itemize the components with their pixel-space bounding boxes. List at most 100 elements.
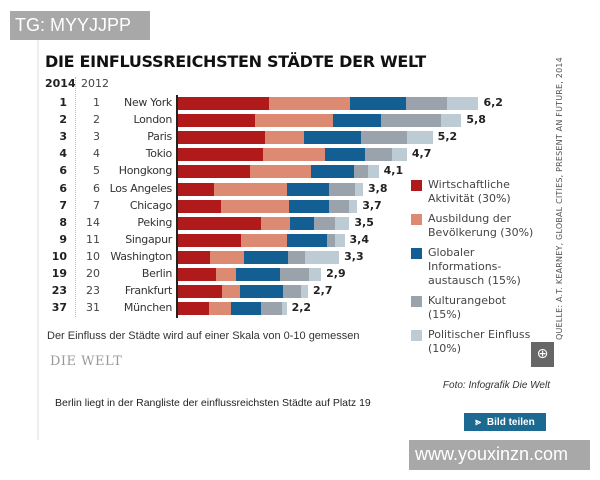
chart-row: 2 2 London 5,8 (0, 112, 600, 129)
legend-label: Ausbildung der Bevölkerung (30%) (428, 212, 534, 239)
value-label: 6,2 (483, 96, 503, 109)
chart-row: 1 1 New York 6,2 (0, 95, 600, 112)
bar-segment (255, 114, 333, 128)
chart-row: 9 11 Singapur 3,4 (0, 232, 600, 249)
column-separator (75, 77, 76, 317)
rank-2014: 3 (59, 130, 67, 144)
city-label: Paris (147, 130, 172, 144)
bar-segment (214, 182, 288, 196)
bar-segment (177, 131, 265, 145)
bar-segment (441, 114, 462, 128)
chart-row: 23 23 Frankfurt 2,7 (0, 283, 600, 300)
bar-segment (324, 148, 365, 162)
chart-title: DIE EINFLUSSREICHSTEN STÄDTE DER WELT (45, 52, 426, 71)
value-label: 3,4 (349, 232, 370, 246)
rank-2012: 23 (86, 284, 100, 298)
bar-segment (308, 268, 322, 281)
bar-segment (177, 148, 263, 162)
bar-segment (311, 165, 354, 179)
rank-2014: 8 (59, 215, 67, 229)
rank-2012: 10 (86, 249, 100, 263)
city-label: Frankfurt (124, 284, 172, 298)
bar-segment (264, 131, 304, 145)
bar-segment (208, 302, 232, 316)
chart-row: 37 31 München 2,2 (0, 300, 600, 317)
share-image-button[interactable]: ⪢ Bild teilen (464, 413, 546, 431)
rank-2014: 19 (51, 267, 67, 280)
bar-segment (222, 285, 241, 299)
value-label: 5,2 (437, 130, 458, 144)
rank-2012: 4 (93, 147, 100, 161)
value-label: 5,8 (466, 113, 486, 127)
bar-segment (281, 302, 287, 316)
bar-segment (177, 250, 211, 264)
value-label: 2,2 (291, 301, 312, 315)
value-label: 3,3 (344, 249, 364, 263)
rank-2012: 11 (86, 232, 100, 246)
image-caption: Berlin liegt in der Rangliste der einflu… (55, 397, 371, 409)
city-label: Tokio (145, 147, 173, 161)
chart-row: 6 5 Hongkong 4,1 (0, 163, 600, 180)
bar-segment (326, 233, 336, 247)
bar-segment (288, 199, 329, 213)
header-2014: 2014 (45, 77, 76, 90)
legend-item: Wirtschaftliche Aktivität (30%) (411, 178, 551, 206)
bar-segment (289, 216, 314, 230)
legend-label: Politischer Einfluss (10%) (428, 328, 531, 355)
bar-segment (328, 182, 356, 196)
bar-segment (287, 250, 306, 264)
bar-segment (177, 302, 209, 316)
bar-segment (303, 131, 362, 145)
legend-item: Kulturangebot (15%) (411, 294, 551, 322)
bar-segment (216, 268, 237, 281)
value-label: 3,7 (362, 198, 382, 212)
rank-2014: 37 (51, 301, 67, 315)
city-label: München (123, 301, 172, 315)
bar-segment (313, 216, 336, 230)
rank-2012: 14 (86, 215, 100, 229)
city-label: Hongkong (118, 164, 173, 178)
bar-segment (236, 268, 280, 281)
bar-segment (332, 114, 382, 128)
legend-item: Globaler Informations- austausch (15%) (411, 246, 551, 288)
chart-row: 6 6 Los Angeles 3,8 (0, 181, 600, 198)
y-axis-line (176, 95, 178, 318)
bar-segment (231, 302, 262, 316)
bar-segment (177, 165, 251, 179)
chart-row: 19 20 Berlin 2,9 (0, 266, 600, 283)
bar-segment (305, 250, 340, 264)
value-label: 2,9 (326, 267, 346, 280)
legend-swatch (411, 214, 422, 225)
rank-2014: 9 (59, 232, 67, 246)
bar-segment (367, 165, 379, 179)
bar-segment (349, 199, 358, 213)
watermark-top: TG: MYYJJPP (10, 11, 150, 40)
city-label: London (133, 113, 172, 127)
source-note: QUELLE: A.T. KEARNEY, GLOBAL CITIES, PRE… (555, 57, 564, 340)
bar-segment (381, 114, 442, 128)
rank-2014: 4 (59, 147, 67, 161)
rank-2014: 23 (51, 284, 67, 298)
rank-2012: 31 (86, 301, 100, 315)
bar-segment (364, 148, 392, 162)
bar-segment (177, 199, 222, 213)
zoom-icon[interactable]: ⊕ (531, 342, 554, 367)
value-label: 4,7 (411, 147, 432, 161)
bar-segment (268, 97, 350, 110)
legend-swatch (411, 330, 422, 341)
share-icon: ⪢ (475, 416, 481, 428)
legend-item: Ausbildung der Bevölkerung (30%) (411, 212, 551, 240)
die-welt-logo: DIE WELT (50, 354, 123, 369)
rank-2012: 6 (93, 181, 100, 195)
bar-segment (177, 268, 217, 281)
rank-2012: 3 (93, 130, 100, 144)
bar-segment (406, 97, 447, 110)
rank-2012: 1 (93, 96, 100, 109)
legend-swatch (411, 248, 422, 259)
bar-segment (261, 216, 290, 230)
bar-segment (250, 165, 312, 179)
bar-segment (177, 285, 223, 299)
legend: Wirtschaftliche Aktivität (30%) Ausbildun… (411, 178, 551, 362)
watermark-bottom: www.youxinzn.com (409, 440, 590, 470)
chart-row: 3 3 Paris 5,2 (0, 129, 600, 146)
